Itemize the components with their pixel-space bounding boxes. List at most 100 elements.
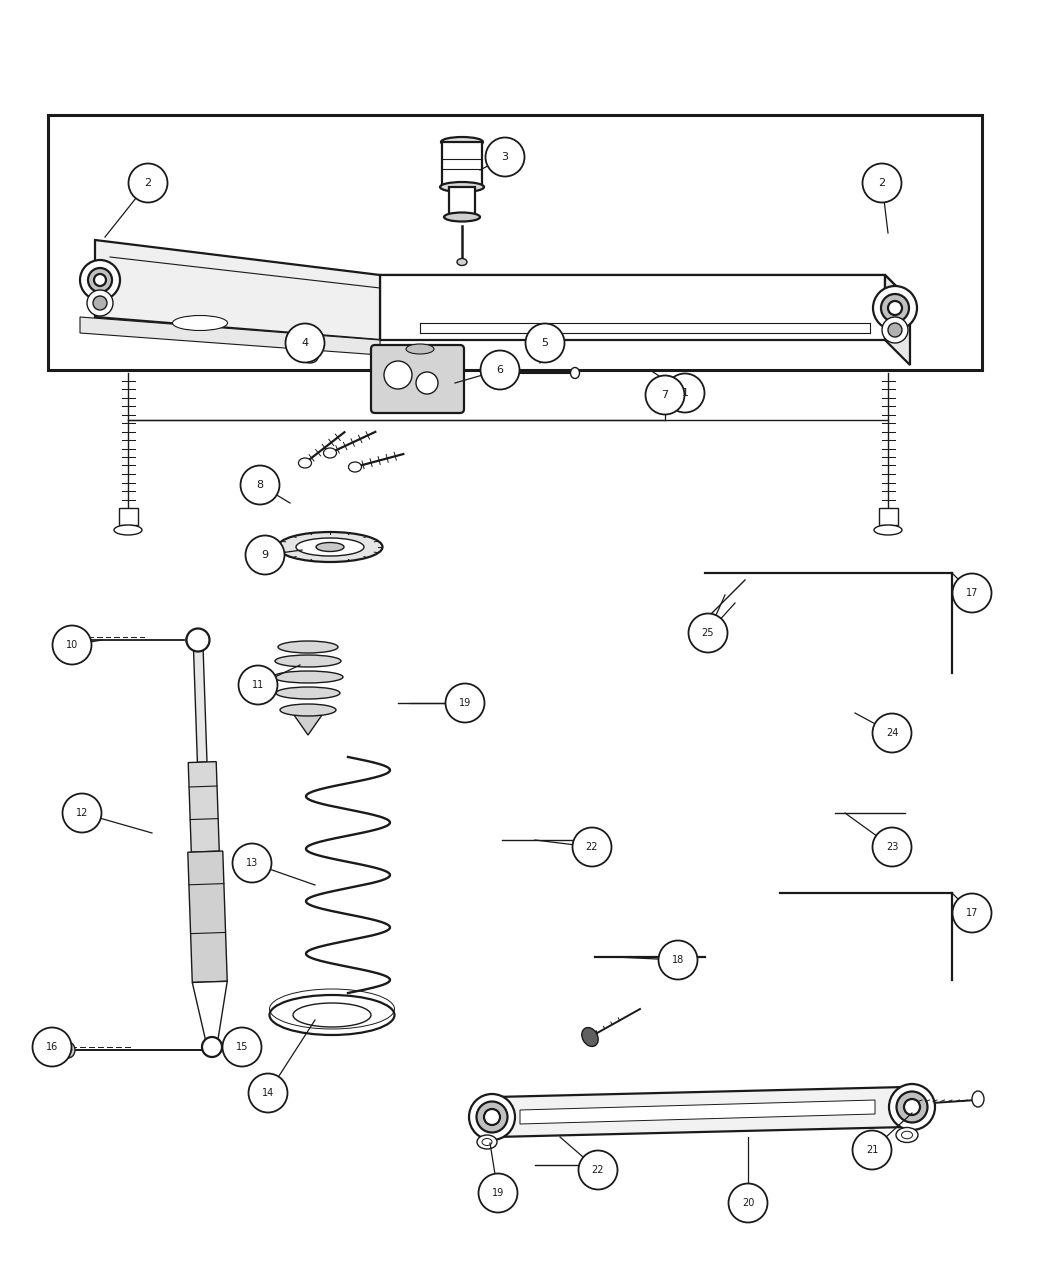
Ellipse shape [186,632,198,646]
Circle shape [445,683,484,723]
Ellipse shape [275,655,341,667]
Text: 13: 13 [246,858,258,868]
Ellipse shape [270,994,395,1035]
Circle shape [249,1074,288,1113]
Text: 19: 19 [491,1188,504,1198]
Circle shape [873,286,917,330]
Polygon shape [94,240,380,340]
Ellipse shape [273,671,343,683]
Circle shape [240,465,279,505]
Circle shape [88,268,112,292]
Ellipse shape [972,1091,984,1107]
Ellipse shape [46,1043,58,1057]
FancyBboxPatch shape [449,187,475,217]
Circle shape [862,163,902,203]
Ellipse shape [441,136,483,147]
Polygon shape [188,850,227,983]
Circle shape [889,1084,935,1130]
Ellipse shape [582,1028,598,1047]
Text: 2: 2 [145,179,151,187]
Ellipse shape [246,1046,258,1054]
Text: 22: 22 [586,842,598,852]
Polygon shape [80,317,380,354]
Circle shape [484,1109,500,1125]
Circle shape [888,323,902,337]
Ellipse shape [323,448,336,458]
FancyBboxPatch shape [442,142,482,187]
Circle shape [202,1037,222,1057]
Circle shape [485,138,525,176]
Ellipse shape [896,1127,918,1142]
Ellipse shape [280,704,336,717]
Polygon shape [192,982,227,1047]
Circle shape [63,793,102,833]
Circle shape [80,260,120,300]
FancyBboxPatch shape [371,346,464,413]
Text: 7: 7 [662,390,669,400]
Text: 21: 21 [866,1145,878,1155]
Text: 18: 18 [672,955,685,965]
Circle shape [286,324,324,362]
Text: 20: 20 [741,1198,754,1207]
Text: 14: 14 [261,1088,274,1098]
Circle shape [233,1046,243,1054]
Ellipse shape [457,259,467,265]
Polygon shape [291,710,326,734]
Text: 16: 16 [46,1042,58,1052]
Circle shape [689,613,728,653]
Circle shape [238,666,277,705]
Circle shape [888,301,902,315]
Ellipse shape [276,687,340,699]
Ellipse shape [277,532,382,562]
Polygon shape [193,640,207,762]
Ellipse shape [874,525,902,536]
Bar [879,507,898,525]
Ellipse shape [61,1042,75,1058]
Text: 25: 25 [701,629,714,638]
Ellipse shape [114,525,142,536]
Circle shape [853,1131,891,1169]
Ellipse shape [231,1044,245,1056]
Ellipse shape [298,458,312,468]
Ellipse shape [302,351,318,363]
Text: 23: 23 [886,842,898,852]
Circle shape [87,289,113,316]
Ellipse shape [316,542,344,552]
Circle shape [579,1150,617,1190]
Text: 6: 6 [497,365,504,375]
Text: 17: 17 [966,588,979,598]
Circle shape [952,894,991,932]
Circle shape [477,1102,507,1132]
Circle shape [223,1028,261,1066]
Ellipse shape [296,538,364,556]
Circle shape [469,1094,514,1140]
Circle shape [666,374,705,413]
Circle shape [481,351,520,389]
Circle shape [952,574,991,612]
Bar [119,507,138,525]
Ellipse shape [278,641,338,653]
Ellipse shape [172,315,228,330]
Ellipse shape [440,182,484,193]
Circle shape [93,296,107,310]
Circle shape [882,317,908,343]
Circle shape [416,372,438,394]
Circle shape [128,163,168,203]
Polygon shape [520,1100,875,1125]
Text: 19: 19 [459,697,471,708]
Text: 2: 2 [879,179,885,187]
Circle shape [525,324,565,362]
Circle shape [904,1099,920,1116]
Circle shape [33,1028,71,1066]
FancyBboxPatch shape [48,115,982,370]
Polygon shape [495,1088,907,1137]
Text: 1: 1 [681,388,689,398]
Text: 11: 11 [252,680,265,690]
Circle shape [873,827,911,867]
Ellipse shape [406,344,434,354]
Polygon shape [380,275,910,300]
Circle shape [729,1183,768,1223]
Text: 22: 22 [592,1165,604,1176]
Circle shape [232,844,272,882]
Polygon shape [885,275,910,365]
